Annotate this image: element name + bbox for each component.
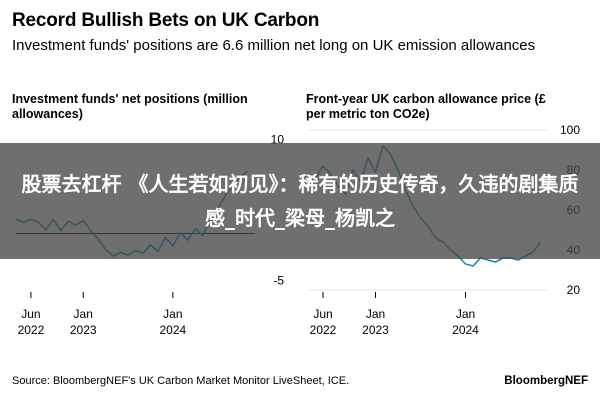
x-tick-label-month-1-0: Jun	[313, 307, 332, 321]
overlay-text: 股票去杠杆 《人生若如初见》：稀有的历史传奇，久违的剧集质感_时代_梁母_杨凯之	[21, 172, 579, 230]
y-tick-label-0-1: -5	[273, 274, 284, 288]
left-chart-title: Investment funds' net positions (million…	[12, 92, 248, 121]
x-tick-label-month-1-2: Jan	[456, 307, 475, 321]
x-tick-label-year-0-2: 2024	[159, 323, 186, 337]
right-chart-title: Front-year UK carbon allowance price (£ …	[306, 92, 546, 121]
overlay-banner: 股票去杠杆 《人生若如初见》：稀有的历史传奇，久违的剧集质感_时代_梁母_杨凯之	[0, 143, 600, 259]
brand-logo: BloombergNEF	[504, 375, 588, 387]
x-tick-label-year-1-2: 2024	[452, 323, 479, 337]
x-tick-label-month-0-2: Jan	[163, 307, 182, 321]
x-tick-label-month-0-0: Jun	[21, 307, 40, 321]
page-title: Record Bullish Bets on UK Carbon	[12, 10, 320, 31]
x-tick-label-month-0-1: Jan	[74, 307, 93, 321]
x-tick-label-year-1-0: 2022	[310, 323, 337, 337]
x-tick-label-year-0-1: 2023	[70, 323, 97, 337]
x-tick-label-month-1-1: Jan	[366, 307, 385, 321]
y-tick-label-0-0: 10	[271, 132, 285, 146]
y-tick-label-1-0: 100	[560, 123, 580, 137]
source-note: Source: BloombergNEF's UK Carbon Market …	[12, 375, 350, 387]
page-subtitle: Investment funds' positions are 6.6 mill…	[12, 37, 536, 54]
y-tick-label-1-4: 20	[567, 283, 581, 297]
x-tick-label-year-1-1: 2023	[362, 323, 389, 337]
x-tick-label-year-0-0: 2022	[18, 323, 45, 337]
